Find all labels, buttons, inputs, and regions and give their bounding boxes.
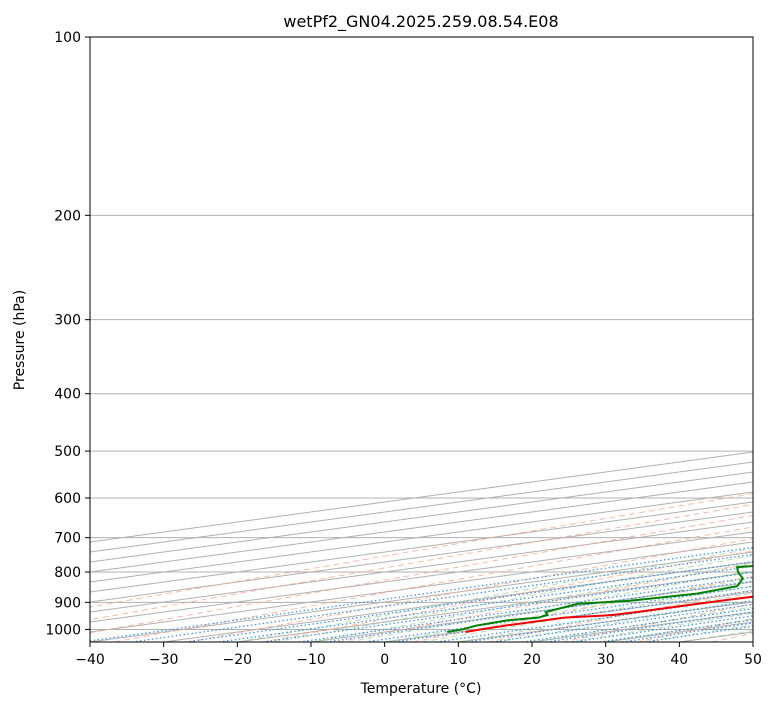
x-axis: −40 −30 −20 −10 0 10 20 30 40 50 [75, 642, 762, 668]
dry-adiabat [90, 493, 753, 608]
y-tick-label: 400 [54, 387, 81, 403]
dry-adiabat [90, 503, 753, 621]
profile-series [447, 565, 753, 633]
y-tick-label: 300 [54, 313, 81, 329]
y-tick-label: 900 [54, 595, 81, 611]
x-tick-label: 50 [744, 652, 762, 668]
isotherm-line [90, 501, 753, 593]
dry-adiabat [188, 538, 753, 642]
isotherm-line [90, 491, 753, 583]
moist-adiabat [421, 585, 753, 642]
x-axis-label: Temperature (°C) [360, 681, 482, 697]
mixing-ratio-line [436, 595, 753, 642]
x-tick-label: 20 [523, 652, 541, 668]
y-axis: 1000 900 800 700 600 500 400 300 200 100 [45, 30, 90, 638]
isotherm-line [90, 481, 753, 573]
mixing-ratio-line [522, 607, 753, 642]
mixing-ratio-line [90, 546, 753, 642]
temperature-profile-line [465, 595, 753, 633]
plot-frame [89, 36, 754, 643]
x-tick-label: 10 [449, 652, 467, 668]
mixing-ratio-lines [90, 546, 753, 642]
y-tick-label: 800 [54, 565, 81, 581]
y-tick-label: 1000 [45, 622, 81, 638]
chart-title: wetPf2_GN04.2025.259.08.54.E08 [283, 12, 558, 32]
moist-adiabat [347, 569, 753, 642]
x-tick-label: −10 [296, 652, 326, 668]
mixing-ratio-line [492, 603, 753, 642]
x-tick-label: 30 [597, 652, 615, 668]
isotherm-line [90, 521, 753, 613]
isotherm-line [90, 451, 753, 543]
isotherm-line [90, 471, 753, 563]
moist-adiabat [310, 562, 753, 642]
y-axis-label: Pressure (hPa) [12, 290, 28, 390]
isotherm-line [90, 531, 753, 623]
mixing-ratio-line [467, 600, 753, 642]
y-tick-label: 100 [54, 30, 81, 46]
x-tick-label: −40 [75, 652, 105, 668]
dry-adiabat [114, 526, 753, 642]
x-tick-label: −20 [223, 652, 253, 668]
x-tick-label: 40 [670, 652, 688, 668]
isobar-grid [90, 37, 753, 630]
mixing-ratio-line [185, 561, 753, 642]
x-tick-label: −30 [149, 652, 179, 668]
dewpoint-profile-line [447, 565, 753, 633]
y-tick-label: 500 [54, 444, 81, 460]
y-tick-label: 700 [54, 531, 81, 547]
mixing-ratio-line [131, 553, 753, 642]
y-tick-label: 200 [54, 208, 81, 224]
dry-adiabat [338, 562, 753, 642]
y-tick-label: 600 [54, 491, 81, 507]
x-tick-label: 0 [380, 652, 389, 668]
isotherm-line [90, 461, 753, 553]
